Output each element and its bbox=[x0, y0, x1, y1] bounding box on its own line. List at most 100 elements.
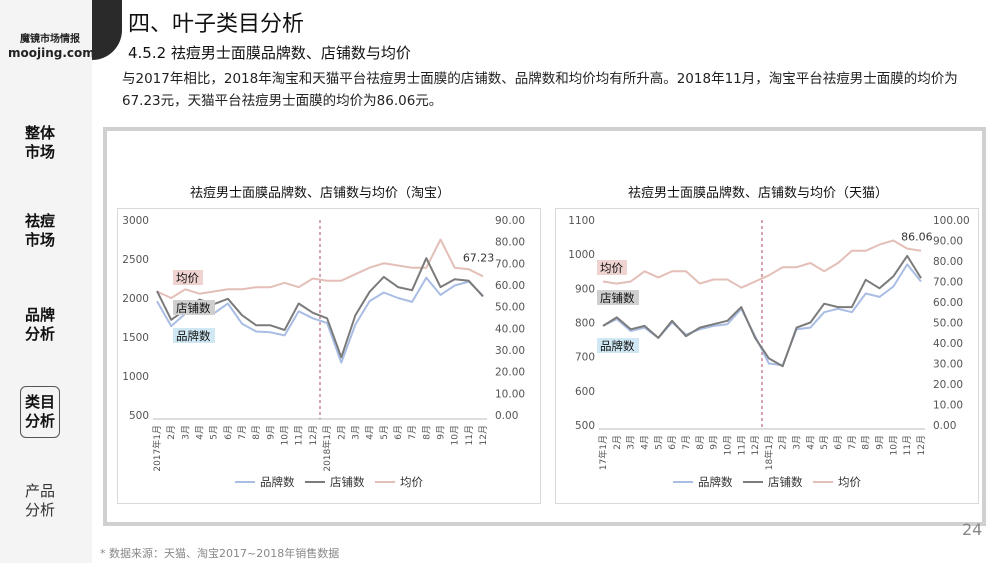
taobao-y-right-tick: 30.00 bbox=[495, 345, 525, 357]
taobao-brand-count-label-bg bbox=[173, 328, 215, 343]
taobao-x-tick: 6月 bbox=[223, 425, 234, 440]
tmall-x-tick: 8月 bbox=[695, 435, 706, 450]
tmall-x-tick: 10月 bbox=[888, 435, 899, 455]
tmall-y-right-tick: 70.00 bbox=[933, 277, 963, 289]
taobao-x-tick: 5月 bbox=[209, 425, 220, 440]
taobao-x-tick: 10月 bbox=[280, 425, 291, 445]
left-panel bbox=[0, 0, 92, 563]
data-source-note: * 数据来源：天猫、淘宝2017~2018年销售数据 bbox=[100, 547, 340, 560]
taobao-x-tick: 4月 bbox=[195, 425, 206, 440]
taobao-x-tick: 11月 bbox=[294, 425, 305, 445]
tmall-x-tick: 4月 bbox=[639, 435, 650, 450]
taobao-x-tick: 7月 bbox=[407, 425, 418, 440]
taobao-price-annotation: 67.23 bbox=[463, 251, 495, 264]
tmall-legend-avg-price: 均价 bbox=[838, 475, 861, 489]
tmall-x-tick: 11月 bbox=[902, 435, 913, 455]
taobao-y-left-tick: 2500 bbox=[122, 254, 149, 266]
taobao-y-left-tick: 1000 bbox=[122, 371, 149, 383]
tmall-x-tick: 11月 bbox=[736, 435, 747, 455]
tmall-shop-count-line bbox=[602, 254, 922, 368]
brand-logo: 魔镜市场情报 moojing.com bbox=[8, 34, 95, 60]
tmall-y-right-tick: 60.00 bbox=[933, 297, 963, 309]
taobao-x-tick: 3月 bbox=[180, 425, 191, 440]
tmall-x-tick: 17年1月 bbox=[597, 435, 609, 470]
tmall-x-tick: 5月 bbox=[819, 435, 830, 450]
taobao-legend-brand-count: 品牌数 bbox=[260, 475, 295, 489]
tmall-chart: 500 600 700 800 900 1000 1100 0.00 10.00 20.00 30.… bbox=[555, 208, 979, 504]
taobao-shop-count-label-bg bbox=[173, 300, 215, 315]
nav-item-category-analysis[interactable]: 类目分析 bbox=[20, 386, 60, 438]
taobao-y-right-tick: 0.00 bbox=[495, 410, 518, 422]
tmall-y-left-tick: 700 bbox=[575, 352, 595, 364]
tmall-x-tick: 3月 bbox=[626, 435, 637, 450]
tmall-legend-shop-count: 店铺数 bbox=[768, 475, 803, 489]
tmall-y-left-tick: 500 bbox=[575, 420, 595, 432]
tmall-x-tick: 7月 bbox=[681, 435, 692, 450]
taobao-y-right-tick: 40.00 bbox=[495, 323, 525, 335]
taobao-x-tick: 9月 bbox=[265, 425, 276, 440]
taobao-y-right-tick: 20.00 bbox=[495, 367, 525, 379]
taobao-x-tick: 2月 bbox=[166, 425, 177, 440]
tmall-y-right-tick: 0.00 bbox=[933, 420, 956, 432]
taobao-y-left-tick: 1500 bbox=[122, 332, 149, 344]
tmall-x-tick: 12月 bbox=[750, 435, 761, 455]
nav-item-product-analysis[interactable]: 产品分析 bbox=[24, 482, 55, 519]
tmall-price-annotation: 86.06 bbox=[901, 231, 933, 244]
taobao-y-right-tick: 50.00 bbox=[495, 302, 525, 314]
taobao-x-tick: 2017年1月 bbox=[151, 425, 163, 472]
tmall-x-tick: 18年1月 bbox=[763, 435, 775, 470]
tmall-shop-count-label-bg bbox=[597, 290, 639, 305]
tmall-brand-count-label: 品牌数 bbox=[600, 339, 635, 353]
tmall-x-tick: 4月 bbox=[805, 435, 816, 450]
tmall-y-left-tick: 800 bbox=[575, 318, 595, 330]
header-accent bbox=[92, 0, 122, 60]
taobao-y-right-tick: 90.00 bbox=[495, 215, 525, 227]
brand-cn: 魔镜市场情报 bbox=[20, 34, 80, 45]
taobao-avg-price-label: 均价 bbox=[176, 271, 199, 285]
tmall-x-tick: 6月 bbox=[667, 435, 678, 450]
tmall-x-tick: 2月 bbox=[778, 435, 789, 450]
page-title: 四、叶子类目分析 bbox=[128, 12, 305, 37]
tmall-y-right-tick: 80.00 bbox=[933, 256, 963, 268]
tmall-y-left-tick: 600 bbox=[575, 386, 595, 398]
taobao-x-tick: 4月 bbox=[365, 425, 376, 440]
tmall-avg-price-label: 均价 bbox=[600, 261, 623, 275]
taobao-x-tick: 2月 bbox=[336, 425, 347, 440]
tmall-y-right-tick: 20.00 bbox=[933, 379, 963, 391]
taobao-x-tick: 10月 bbox=[450, 425, 461, 445]
nav-item-overall-market[interactable]: 整体市场 bbox=[24, 124, 55, 161]
tmall-x-tick: 12月 bbox=[916, 435, 927, 455]
taobao-x-tick: 2018年1月 bbox=[321, 425, 333, 472]
tmall-y-right-tick: 90.00 bbox=[933, 236, 963, 248]
taobao-y-right-tick: 10.00 bbox=[495, 388, 525, 400]
taobao-x-tick: 12月 bbox=[478, 425, 489, 445]
taobao-y-left-tick: 500 bbox=[129, 410, 149, 422]
tmall-legend-brand-count: 品牌数 bbox=[698, 475, 733, 489]
taobao-x-tick: 9月 bbox=[435, 425, 446, 440]
brand-en: moojing.com bbox=[8, 46, 95, 60]
tmall-y-right-tick: 100.00 bbox=[933, 215, 970, 227]
taobao-x-tick: 8月 bbox=[251, 425, 262, 440]
taobao-y-right-tick: 70.00 bbox=[495, 258, 525, 270]
taobao-chart: 500 1000 1500 2000 2500 3000 0.00 10.00 20.00 30.… bbox=[117, 208, 541, 504]
tmall-x-tick: 8月 bbox=[861, 435, 872, 450]
tmall-chart-title: 祛痘男士面膜品牌数、店铺数与均价（天猫） bbox=[628, 186, 889, 201]
nav-item-acne-market[interactable]: 祛痘市场 bbox=[24, 212, 55, 249]
tmall-x-tick: 2月 bbox=[612, 435, 623, 450]
tmall-x-tick: 6月 bbox=[833, 435, 844, 450]
nav-item-brand-analysis[interactable]: 品牌分析 bbox=[24, 306, 55, 343]
tmall-x-tick: 10月 bbox=[722, 435, 733, 455]
tmall-y-left-tick: 900 bbox=[575, 283, 595, 295]
tmall-avg-price-label-bg bbox=[597, 260, 627, 275]
description-text: 与2017年相比，2018年淘宝和天猫平台祛痘男士面膜的店铺数、品牌数和均价均有… bbox=[122, 71, 958, 109]
taobao-y-left-tick: 2000 bbox=[122, 293, 149, 305]
taobao-shop-count-label: 店铺数 bbox=[176, 301, 211, 315]
taobao-x-tick: 5月 bbox=[379, 425, 390, 440]
tmall-x-tick: 7月 bbox=[847, 435, 858, 450]
taobao-brand-count-label: 品牌数 bbox=[176, 329, 211, 343]
page-number: 24 bbox=[962, 520, 983, 539]
tmall-shop-count-label: 店铺数 bbox=[600, 291, 635, 305]
tmall-x-tick: 9月 bbox=[709, 435, 720, 450]
taobao-chart-title: 祛痘男士面膜品牌数、店铺数与均价（淘宝） bbox=[190, 186, 451, 201]
tmall-x-tick: 5月 bbox=[653, 435, 664, 450]
